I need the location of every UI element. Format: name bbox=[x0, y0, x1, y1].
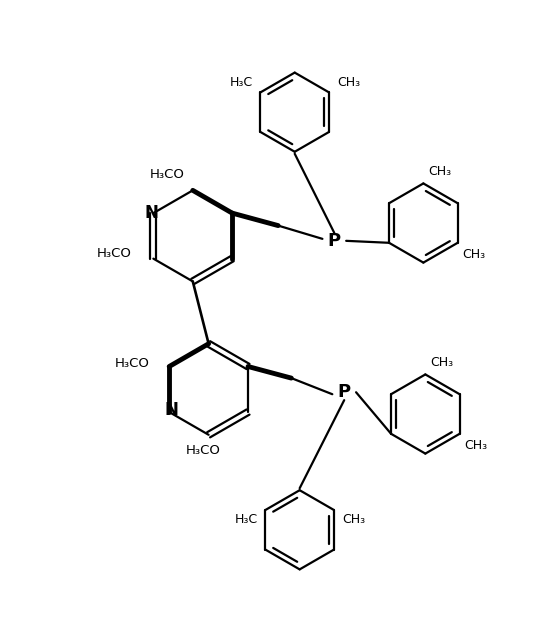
Text: N: N bbox=[164, 401, 178, 419]
Text: N: N bbox=[144, 204, 158, 222]
Text: CH₃: CH₃ bbox=[430, 356, 454, 369]
Text: CH₃: CH₃ bbox=[463, 248, 486, 261]
Text: CH₃: CH₃ bbox=[337, 76, 360, 89]
Text: CH₃: CH₃ bbox=[429, 165, 452, 178]
Text: H₃CO: H₃CO bbox=[97, 247, 132, 260]
Text: H₃C: H₃C bbox=[230, 76, 253, 89]
Text: P: P bbox=[338, 383, 351, 401]
Text: H₃CO: H₃CO bbox=[186, 444, 221, 457]
Text: CH₃: CH₃ bbox=[464, 439, 488, 452]
Text: H₃CO: H₃CO bbox=[114, 357, 149, 370]
Text: P: P bbox=[328, 232, 341, 250]
Text: H₃C: H₃C bbox=[234, 513, 257, 527]
Text: H₃CO: H₃CO bbox=[150, 168, 185, 181]
Text: CH₃: CH₃ bbox=[342, 513, 365, 527]
